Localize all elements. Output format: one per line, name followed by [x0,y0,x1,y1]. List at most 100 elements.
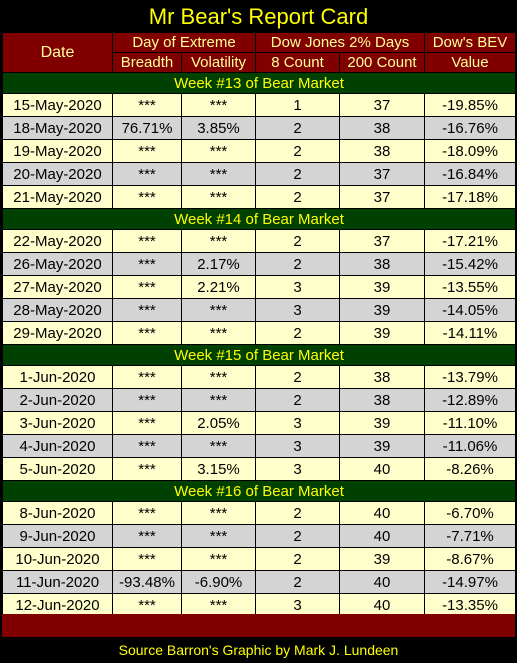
cell-bev-value: -7.71% [424,524,516,548]
cell-bev-value: -15.42% [424,252,516,276]
cell-date: 12-Jun-2020 [2,593,113,617]
header-200-count: 200 Count [339,52,425,73]
cell-date: 29-May-2020 [2,321,113,345]
cell-bev-value: -11.10% [424,411,516,435]
cell-200-count: 38 [339,388,425,412]
header-8-count: 8 Count [255,52,340,73]
week-header-row: Week #15 of Bear Market [2,344,516,366]
cell-200-count: 40 [339,593,425,617]
table-row: 18-May-2020 76.71% 3.85% 2 38 -16.76% [2,116,516,140]
cell-bev-value: -13.79% [424,365,516,389]
cell-volatility: *** [181,434,256,458]
cell-volatility: 3.15% [181,457,256,481]
header-value: Value [424,52,516,73]
page-title: Mr Bear's Report Card [148,4,369,29]
cell-8-count: 2 [255,388,340,412]
cell-8-count: 2 [255,185,340,209]
cell-200-count: 39 [339,321,425,345]
source-credit: Source Barron's Graphic by Mark J. Lunde… [118,642,399,658]
cell-8-count: 2 [255,570,340,594]
table-row: 29-May-2020 *** *** 2 39 -14.11% [2,321,516,345]
cell-volatility: *** [181,139,256,163]
cell-breadth: *** [112,434,182,458]
cell-date: 10-Jun-2020 [2,547,113,571]
cell-date: 20-May-2020 [2,162,113,186]
cell-bev-value: -8.67% [424,547,516,571]
cell-8-count: 2 [255,524,340,548]
cell-volatility: *** [181,185,256,209]
cell-date: 18-May-2020 [2,116,113,140]
cell-breadth: *** [112,547,182,571]
table-row: 12-Jun-2020 *** *** 3 40 -13.35% [2,593,516,617]
cell-bev-value: -19.85% [424,93,516,117]
cell-breadth: 76.71% [112,116,182,140]
cell-date: 15-May-2020 [2,93,113,117]
cell-breadth: *** [112,501,182,525]
cell-breadth: *** [112,252,182,276]
cell-breadth: *** [112,457,182,481]
table-row: 11-Jun-2020 -93.48% -6.90% 2 40 -14.97% [2,570,516,594]
report-table: Date Day of Extreme Dow Jones 2% Days Do… [2,32,516,617]
cell-date: 19-May-2020 [2,139,113,163]
cell-date: 4-Jun-2020 [2,434,113,458]
cell-8-count: 1 [255,93,340,117]
table-row: 9-Jun-2020 *** *** 2 40 -7.71% [2,524,516,548]
cell-volatility: *** [181,388,256,412]
cell-8-count: 2 [255,252,340,276]
cell-breadth: *** [112,162,182,186]
week-header-row: Week #13 of Bear Market [2,72,516,94]
cell-bev-value: -13.55% [424,275,516,299]
cell-date: 11-Jun-2020 [2,570,113,594]
cell-breadth: *** [112,524,182,548]
cell-volatility: 2.17% [181,252,256,276]
cell-volatility: *** [181,321,256,345]
cell-date: 26-May-2020 [2,252,113,276]
cell-volatility: *** [181,365,256,389]
week-label: Week #15 of Bear Market [2,344,516,366]
week-header-row: Week #16 of Bear Market [2,480,516,502]
cell-volatility: *** [181,229,256,253]
cell-date: 9-Jun-2020 [2,524,113,548]
header-dow-jones-2pct: Dow Jones 2% Days [255,32,425,53]
cell-200-count: 40 [339,524,425,548]
cell-8-count: 2 [255,365,340,389]
cell-200-count: 37 [339,185,425,209]
cell-bev-value: -13.35% [424,593,516,617]
cell-200-count: 38 [339,365,425,389]
cell-8-count: 2 [255,501,340,525]
week-header-row: Week #14 of Bear Market [2,208,516,230]
table-row: 21-May-2020 *** *** 2 37 -17.18% [2,185,516,209]
header-dow-bev: Dow's BEV [424,32,516,53]
cell-breadth: *** [112,411,182,435]
cell-bev-value: -8.26% [424,457,516,481]
header-day-of-extreme: Day of Extreme [112,32,256,53]
week-label: Week #16 of Bear Market [2,480,516,502]
cell-bev-value: -11.06% [424,434,516,458]
table-body: Week #13 of Bear Market 15-May-2020 *** ***… [2,72,516,617]
cell-breadth: *** [112,388,182,412]
cell-volatility: *** [181,93,256,117]
cell-volatility: 3.85% [181,116,256,140]
cell-date: 2-Jun-2020 [2,388,113,412]
cell-bev-value: -12.89% [424,388,516,412]
cell-bev-value: -6.70% [424,501,516,525]
cell-200-count: 40 [339,570,425,594]
table-row: 4-Jun-2020 *** *** 3 39 -11.06% [2,434,516,458]
cell-breadth: *** [112,139,182,163]
cell-breadth: *** [112,185,182,209]
header-breadth: Breadth [112,52,182,73]
cell-8-count: 3 [255,457,340,481]
cell-volatility: *** [181,162,256,186]
cell-200-count: 40 [339,501,425,525]
cell-8-count: 3 [255,434,340,458]
cell-volatility: 2.05% [181,411,256,435]
table-row: 15-May-2020 *** *** 1 37 -19.85% [2,93,516,117]
cell-8-count: 2 [255,321,340,345]
cell-200-count: 37 [339,93,425,117]
cell-volatility: 2.21% [181,275,256,299]
table-row: 20-May-2020 *** *** 2 37 -16.84% [2,162,516,186]
cell-volatility: *** [181,524,256,548]
cell-8-count: 3 [255,593,340,617]
cell-8-count: 2 [255,547,340,571]
